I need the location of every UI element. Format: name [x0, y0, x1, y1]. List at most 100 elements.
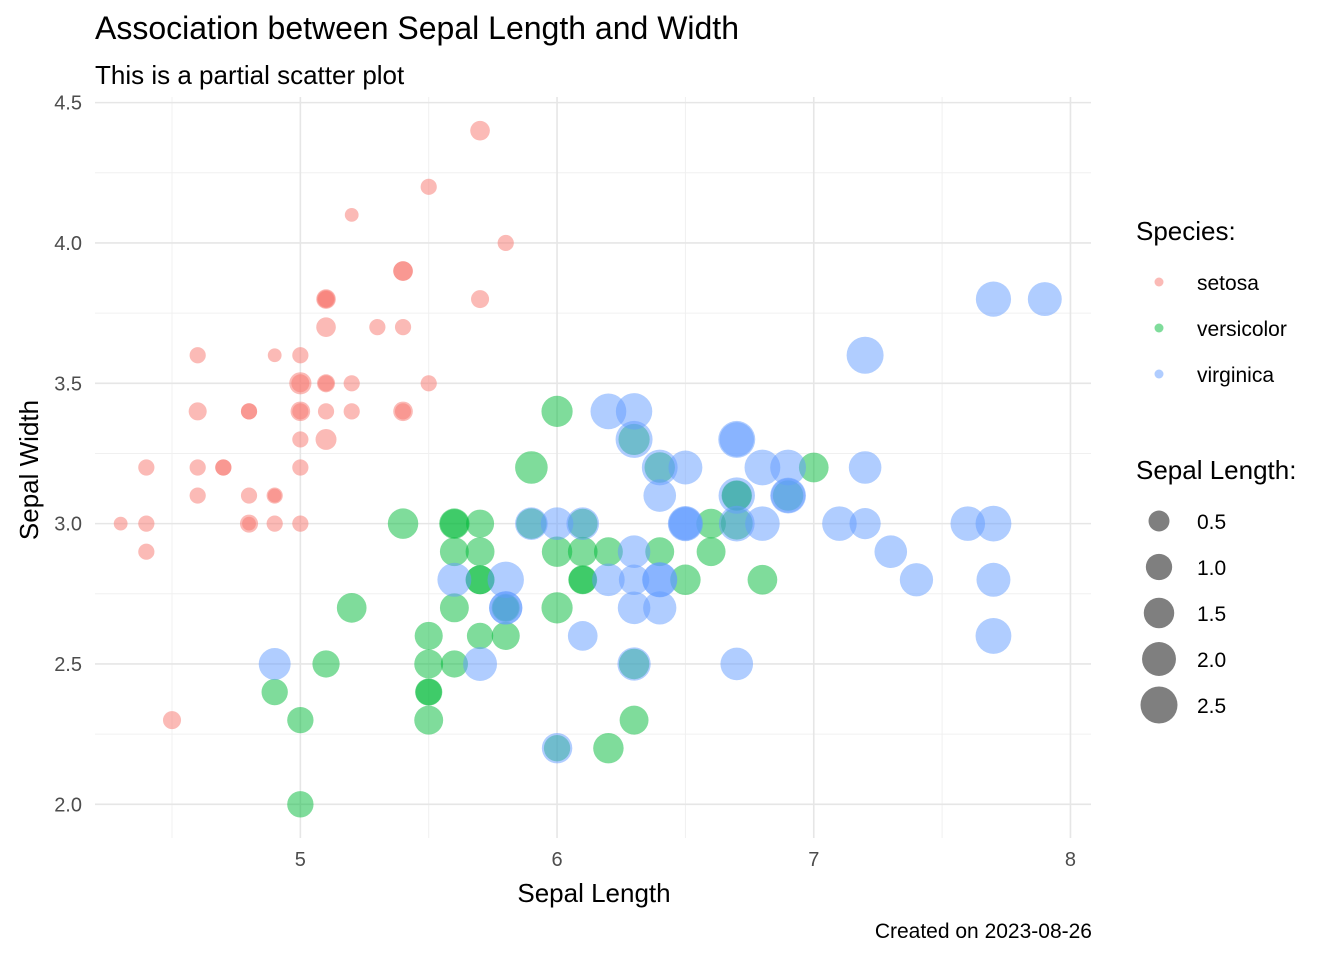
- size-legend-label: 1.5: [1197, 603, 1226, 626]
- point-versicolor: [491, 621, 520, 650]
- point-setosa: [470, 120, 490, 141]
- point-virginica: [643, 479, 677, 512]
- chart-title: Association between Sepal Length and Wid…: [95, 10, 739, 46]
- point-setosa: [162, 711, 182, 730]
- point-versicolor: [645, 537, 675, 567]
- point-virginica: [975, 281, 1012, 317]
- point-setosa: [393, 401, 413, 422]
- point-versicolor: [798, 452, 829, 483]
- point-virginica: [515, 507, 548, 540]
- chart-subtitle: This is a partial scatter plot: [95, 60, 405, 90]
- point-setosa: [369, 319, 386, 336]
- point-virginica: [487, 561, 524, 598]
- point-setosa: [266, 487, 283, 504]
- point-versicolor: [439, 593, 469, 623]
- point-virginica: [489, 591, 523, 625]
- point-versicolor: [466, 509, 495, 538]
- y-tick-label: 4.5: [54, 93, 82, 115]
- point-virginica: [463, 647, 498, 681]
- point-virginica: [541, 732, 573, 764]
- point-setosa: [316, 317, 336, 337]
- point-virginica: [617, 535, 651, 569]
- point-versicolor: [336, 592, 367, 623]
- point-versicolor: [414, 705, 444, 735]
- point-virginica: [718, 420, 756, 458]
- point-versicolor: [465, 565, 495, 595]
- size-legend-key: [1145, 553, 1173, 581]
- point-setosa: [289, 372, 312, 395]
- point-virginica: [744, 449, 781, 486]
- point-setosa: [290, 401, 311, 422]
- point-setosa: [317, 403, 335, 420]
- point-virginica: [617, 591, 651, 625]
- point-virginica: [975, 505, 1012, 542]
- point-virginica: [745, 506, 780, 541]
- point-virginica: [615, 420, 653, 458]
- legend-label-virginica: virginica: [1197, 364, 1274, 387]
- point-versicolor: [593, 537, 623, 567]
- point-virginica: [590, 393, 627, 430]
- point-setosa: [138, 543, 155, 560]
- point-virginica: [566, 507, 600, 540]
- point-versicolor: [541, 395, 573, 427]
- point-versicolor: [261, 678, 288, 706]
- point-virginica: [822, 506, 857, 541]
- point-versicolor: [465, 537, 495, 567]
- size-legend-label: 2.5: [1197, 695, 1226, 718]
- point-setosa: [317, 374, 336, 393]
- point-setosa: [343, 375, 360, 392]
- point-virginica: [770, 449, 807, 486]
- point-versicolor: [541, 536, 573, 567]
- point-versicolor: [439, 537, 469, 567]
- x-axis-title: Sepal Length: [517, 878, 670, 908]
- point-setosa: [317, 290, 335, 308]
- point-setosa: [292, 515, 309, 532]
- chart-caption: Created on 2023-08-26: [874, 920, 1092, 943]
- point-virginica: [950, 506, 986, 541]
- point-versicolor: [541, 592, 573, 624]
- point-setosa: [240, 487, 258, 504]
- point-setosa: [189, 487, 206, 504]
- point-versicolor: [440, 650, 468, 678]
- point-versicolor: [515, 451, 548, 484]
- y-tick-label: 3.5: [54, 373, 82, 395]
- point-setosa: [394, 319, 412, 336]
- point-versicolor: [593, 732, 624, 764]
- point-virginica: [258, 648, 291, 680]
- point-versicolor: [439, 509, 469, 539]
- point-versicolor: [696, 537, 726, 567]
- size-legend-label: 2.0: [1197, 649, 1226, 672]
- point-setosa: [393, 261, 413, 281]
- size-legend-title: Sepal Length:: [1136, 455, 1296, 485]
- legend-key-versicolor: [1154, 323, 1164, 333]
- point-setosa: [343, 403, 360, 420]
- point-setosa: [266, 515, 283, 532]
- y-tick-label: 4.0: [54, 233, 82, 255]
- point-virginica: [617, 647, 651, 681]
- point-versicolor: [414, 649, 444, 679]
- point-setosa: [239, 514, 259, 533]
- point-versicolor: [670, 564, 701, 596]
- size-legend-key: [1140, 686, 1178, 724]
- point-virginica: [770, 477, 807, 514]
- size-legend-key: [1143, 597, 1175, 629]
- y-tick-label: 2.0: [54, 794, 82, 816]
- major-gridlines: [95, 97, 1091, 838]
- point-setosa: [292, 431, 309, 448]
- minor-gridlines: [95, 97, 1091, 838]
- point-versicolor: [466, 622, 494, 650]
- point-virginica: [976, 562, 1011, 597]
- point-setosa: [138, 459, 155, 476]
- point-versicolor: [619, 705, 649, 735]
- point-virginica: [718, 477, 755, 514]
- point-setosa: [497, 234, 514, 252]
- x-tick-label: 8: [1065, 849, 1076, 871]
- point-setosa: [315, 428, 337, 450]
- size-legend-key: [1148, 510, 1170, 532]
- size-legend-key: [1142, 642, 1176, 676]
- y-axis-title: Sepal Width: [14, 400, 44, 540]
- point-virginica: [592, 563, 625, 597]
- point-virginica: [540, 507, 574, 540]
- point-virginica: [641, 449, 678, 486]
